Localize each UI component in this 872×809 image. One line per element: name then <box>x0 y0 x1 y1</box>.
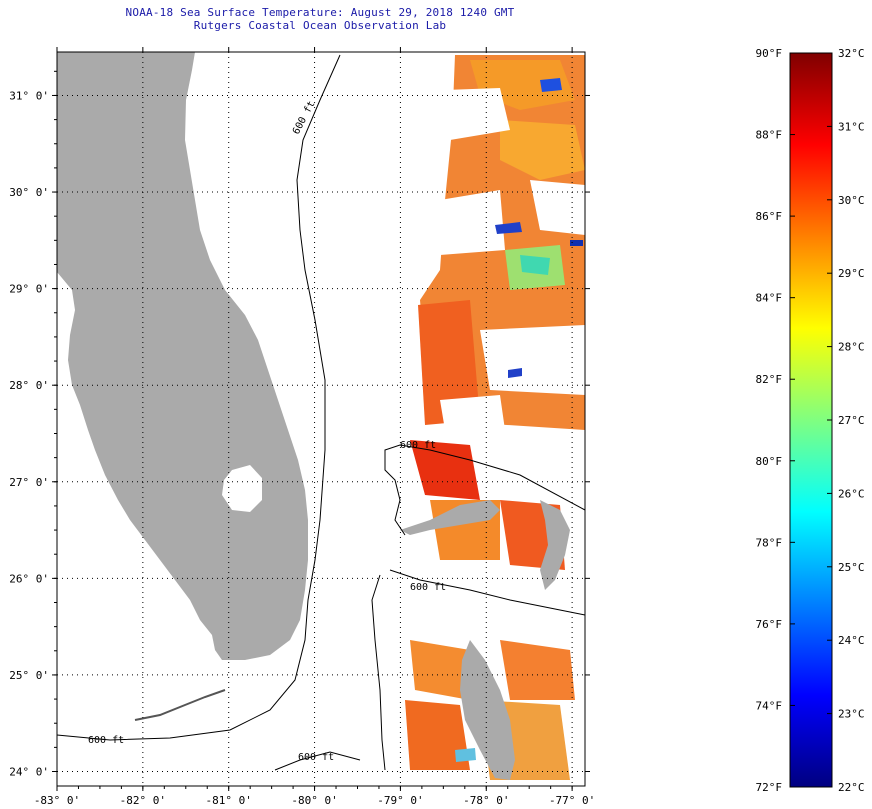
depth-contour-south <box>274 751 361 771</box>
colorbar-fahrenheit-label: 88°F <box>756 129 783 142</box>
lon-tick-label: -77° 0' <box>549 794 595 807</box>
map-frame <box>56 51 586 787</box>
colorbar-celsius-label: 26°C <box>838 487 865 500</box>
keys-islands <box>134 689 226 721</box>
contour-label-straits: 600 ft <box>88 735 124 746</box>
grand-bahama-island <box>400 500 500 535</box>
contour-label-bahamas-south: 600 ft <box>410 582 446 593</box>
colorbar-celsius-label: 28°C <box>838 341 865 354</box>
lat-tick-label: 28° 0' <box>9 379 49 392</box>
colorbar-fahrenheit-scale: 90°F 88°F 86°F 84°F 82°F 80°F 78°F 76°F 74°F 72°F <box>756 47 795 794</box>
temperature-colorbar: 90°F 88°F 86°F 84°F 82°F 80°F 78°F 76°F 74°F 72°F… <box>756 47 865 794</box>
lon-tick-label: -80° 0' <box>291 794 337 807</box>
colorbar-celsius-label: 29°C <box>838 267 865 280</box>
colorbar-celsius-scale: 32°C 31°C 30°C 29°C 28°C 27°C 26°C 25°C 24°C 23°C… <box>827 47 865 794</box>
lat-tick-label: 29° 0' <box>9 283 49 296</box>
longitude-axis: -83° 0' -82° 0' -81° 0' -80° 0' -79° 0' -78° … <box>34 47 595 807</box>
colorbar-fahrenheit-label: 80°F <box>756 455 783 468</box>
lon-tick-label: -79° 0' <box>377 794 423 807</box>
colorbar-celsius-label: 23°C <box>838 708 865 721</box>
colorbar-fahrenheit-label: 82°F <box>756 373 783 386</box>
colorbar-celsius-label: 25°C <box>838 561 865 574</box>
colorbar-fahrenheit-label: 78°F <box>756 536 783 549</box>
colorbar-fahrenheit-label: 84°F <box>756 292 783 305</box>
latitude-axis: 31° 0' 30° 0' 29° 0' 28° 0' 27° 0' 26° 0' 25° … <box>9 70 590 779</box>
lon-tick-label: -82° 0' <box>120 794 166 807</box>
colorbar-gradient <box>789 52 833 788</box>
colorbar-celsius-label: 31°C <box>838 120 865 133</box>
lon-tick-label: -78° 0' <box>463 794 509 807</box>
colorbar-fahrenheit-label: 86°F <box>756 210 783 223</box>
colorbar-fahrenheit-label: 74°F <box>756 699 783 712</box>
colorbar-celsius-label: 30°C <box>838 194 865 207</box>
lon-tick-label: -81° 0' <box>206 794 252 807</box>
graticule <box>56 52 585 786</box>
contour-label-bahamas: 600 ft <box>400 440 436 451</box>
lat-tick-label: 24° 0' <box>9 766 49 779</box>
abaco-island <box>540 500 570 590</box>
andros-island <box>460 640 515 780</box>
lake-okeechobee <box>222 465 262 512</box>
lat-tick-label: 27° 0' <box>9 476 49 489</box>
colorbar-fahrenheit-label: 72°F <box>756 781 783 794</box>
sst-data-swath <box>405 55 585 780</box>
colorbar-fahrenheit-label: 90°F <box>756 47 783 60</box>
depth-contour-600ft <box>56 54 341 741</box>
colorbar-fahrenheit-label: 76°F <box>756 618 783 631</box>
lat-tick-label: 26° 0' <box>9 572 49 585</box>
colorbar-celsius-label: 24°C <box>838 634 865 647</box>
lat-tick-label: 25° 0' <box>9 669 49 682</box>
lat-tick-label: 30° 0' <box>9 186 49 199</box>
colorbar-celsius-label: 22°C <box>838 781 865 794</box>
contour-label-south: 600 ft <box>298 752 334 763</box>
map-title: NOAA-18 Sea Surface Temperature: August … <box>125 6 515 19</box>
map-subtitle: Rutgers Coastal Ocean Observation Lab <box>193 19 447 32</box>
lat-tick-label: 31° 0' <box>9 89 49 102</box>
colorbar-celsius-label: 32°C <box>838 47 865 60</box>
colorbar-celsius-label: 27°C <box>838 414 865 427</box>
depth-contour-bahamas-south <box>371 569 586 771</box>
depth-contour-bahamas-north <box>384 444 586 536</box>
map-plot-area: 600 ft 600 ft 600 ft 600 ft 600 ft <box>56 51 586 787</box>
lon-tick-label: -83° 0' <box>34 794 80 807</box>
